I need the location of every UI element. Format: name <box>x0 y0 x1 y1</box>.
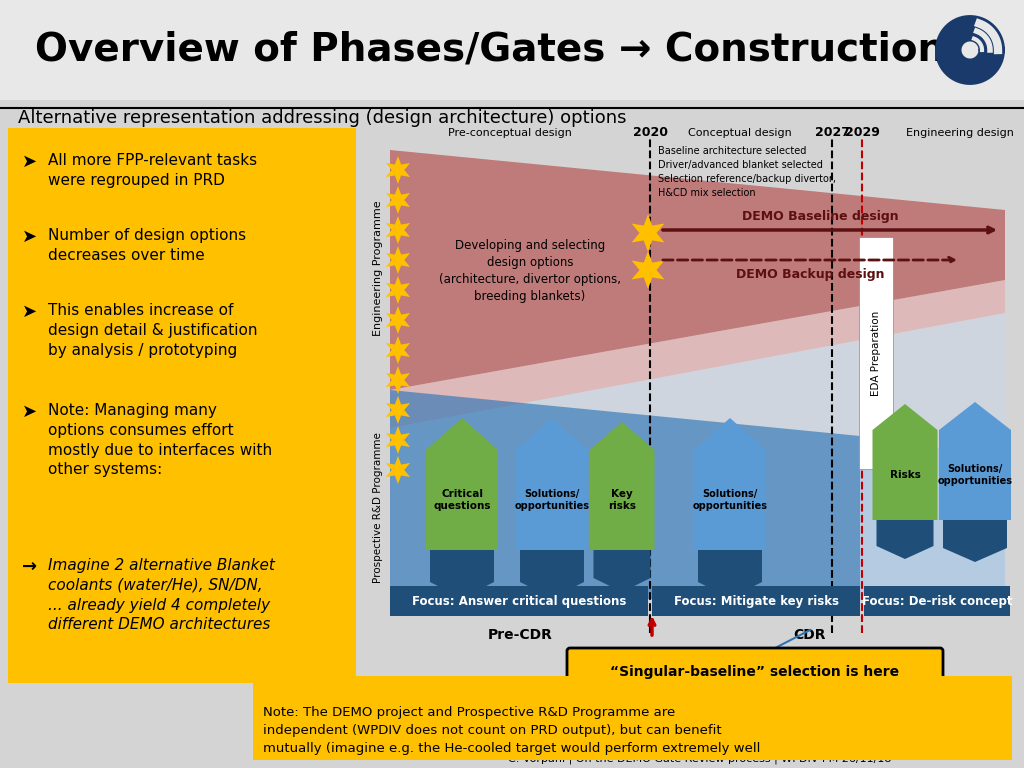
FancyBboxPatch shape <box>0 0 1024 100</box>
Text: ➤: ➤ <box>22 228 37 246</box>
Text: Pre-CDR: Pre-CDR <box>487 628 552 642</box>
Polygon shape <box>390 150 1005 390</box>
Polygon shape <box>520 550 584 598</box>
Text: Focus: Mitigate key risks: Focus: Mitigate key risks <box>674 594 839 607</box>
Text: →: → <box>22 558 37 576</box>
Polygon shape <box>430 550 494 598</box>
FancyBboxPatch shape <box>864 586 1010 616</box>
Text: All more FPP-relevant tasks
were regrouped in PRD: All more FPP-relevant tasks were regroup… <box>48 153 257 188</box>
Polygon shape <box>694 418 766 550</box>
Text: 2020: 2020 <box>633 127 668 140</box>
Text: DEMO Backup design: DEMO Backup design <box>736 268 885 281</box>
Polygon shape <box>386 186 411 214</box>
Text: H&CD mix selection: H&CD mix selection <box>658 188 756 198</box>
Text: Solutions/
opportunities: Solutions/ opportunities <box>514 489 590 511</box>
Text: Focus: Answer critical questions: Focus: Answer critical questions <box>412 594 627 607</box>
Polygon shape <box>939 402 1011 520</box>
Polygon shape <box>590 422 654 550</box>
Polygon shape <box>386 426 411 454</box>
Polygon shape <box>386 396 411 424</box>
Polygon shape <box>860 436 1005 603</box>
Text: Note: Managing many
options consumes effort
mostly due to interfaces with
other : Note: Managing many options consumes eff… <box>48 403 272 478</box>
Polygon shape <box>386 336 411 364</box>
Text: 2029: 2029 <box>845 127 880 140</box>
Text: ➤: ➤ <box>22 153 37 171</box>
Polygon shape <box>877 520 934 559</box>
Polygon shape <box>390 280 1005 428</box>
Text: CDR: CDR <box>794 628 826 642</box>
Text: DEMO Baseline design: DEMO Baseline design <box>741 210 898 223</box>
Text: Solutions/
opportunities: Solutions/ opportunities <box>692 489 768 511</box>
Text: “Singular-baseline” selection is here: “Singular-baseline” selection is here <box>610 665 899 679</box>
Text: Overview of Phases/Gates → Construction: Overview of Phases/Gates → Construction <box>35 31 945 69</box>
Text: 2027: 2027 <box>814 127 850 140</box>
FancyBboxPatch shape <box>8 128 356 683</box>
Polygon shape <box>386 306 411 334</box>
Polygon shape <box>698 550 762 598</box>
Text: Driver/advanced blanket selected: Driver/advanced blanket selected <box>658 160 823 170</box>
Text: EDA Preparation: EDA Preparation <box>871 310 881 396</box>
Text: This enables increase of
design detail & justification
by analysis / prototyping: This enables increase of design detail &… <box>48 303 257 358</box>
Text: Note: The DEMO project and Prospective R&D Programme are
independent (WPDIV does: Note: The DEMO project and Prospective R… <box>263 706 761 755</box>
Text: Critical
questions: Critical questions <box>433 489 490 511</box>
FancyBboxPatch shape <box>652 586 860 616</box>
Text: Imagine 2 alternative Blanket
coolants (water/He), SN/DN,
... already yield 4 co: Imagine 2 alternative Blanket coolants (… <box>48 558 274 632</box>
Text: Developing and selecting
design options
(architecture, divertor options,
breedin: Developing and selecting design options … <box>439 239 621 303</box>
Text: Prospective R&D Programme: Prospective R&D Programme <box>373 432 383 584</box>
Text: Baseline architecture selected: Baseline architecture selected <box>658 146 806 156</box>
Text: Solutions/
opportunities: Solutions/ opportunities <box>938 464 1013 486</box>
Polygon shape <box>386 246 411 274</box>
Text: Pre-conceptual design: Pre-conceptual design <box>449 128 572 138</box>
Polygon shape <box>390 390 860 600</box>
Polygon shape <box>386 156 411 184</box>
FancyBboxPatch shape <box>253 676 1012 760</box>
Polygon shape <box>872 404 938 520</box>
Polygon shape <box>386 216 411 244</box>
Text: Engineering Programme: Engineering Programme <box>373 200 383 336</box>
Polygon shape <box>386 276 411 304</box>
Text: Focus: De-risk concept: Focus: De-risk concept <box>862 594 1013 607</box>
Polygon shape <box>426 418 498 550</box>
Text: Alternative representation addressing (design architecture) options: Alternative representation addressing (d… <box>18 109 627 127</box>
Polygon shape <box>632 251 665 289</box>
Polygon shape <box>594 550 650 592</box>
Text: Risks: Risks <box>890 470 921 480</box>
Polygon shape <box>632 214 665 252</box>
Text: Number of design options
decreases over time: Number of design options decreases over … <box>48 228 246 263</box>
Text: ➤: ➤ <box>22 303 37 321</box>
Polygon shape <box>390 313 1005 603</box>
Polygon shape <box>516 418 588 550</box>
FancyBboxPatch shape <box>390 586 648 616</box>
Text: Engineering design: Engineering design <box>906 128 1014 138</box>
Text: C. Vorpahl | On the DEMO Gate Review process | WPDIV PM 26/11/18: C. Vorpahl | On the DEMO Gate Review pro… <box>508 753 892 764</box>
Polygon shape <box>386 456 411 484</box>
Text: Key
risks: Key risks <box>608 489 636 511</box>
FancyBboxPatch shape <box>567 648 943 696</box>
Text: Selection reference/backup divertor,: Selection reference/backup divertor, <box>658 174 836 184</box>
Polygon shape <box>386 366 411 394</box>
Polygon shape <box>943 520 1007 562</box>
Text: Conceptual design: Conceptual design <box>688 128 792 138</box>
Text: ➤: ➤ <box>22 403 37 421</box>
FancyBboxPatch shape <box>859 237 893 469</box>
